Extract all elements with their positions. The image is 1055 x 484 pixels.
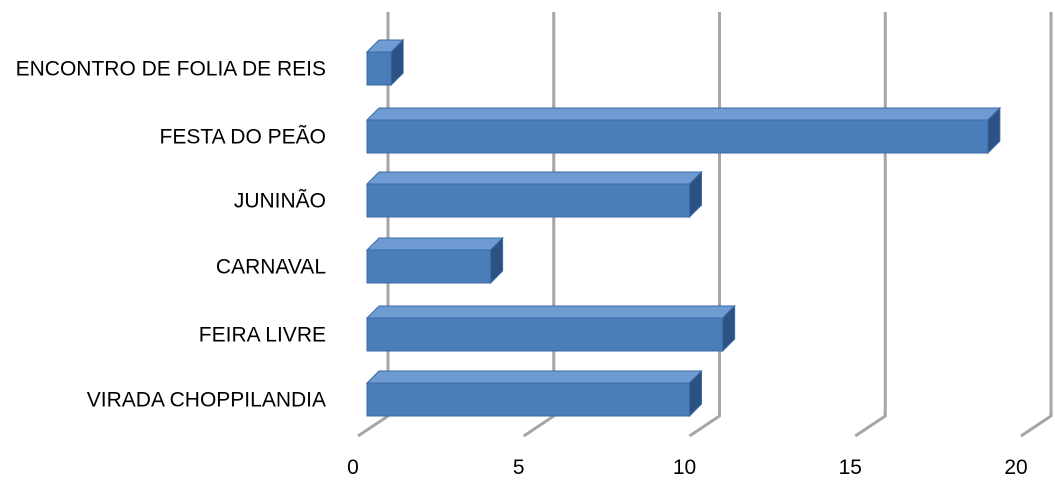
x-tick-label: 5	[513, 456, 525, 479]
x-tick-label: 20	[1004, 456, 1027, 479]
category-label: FESTA DO PEÃO	[160, 125, 326, 149]
category-label: VIRADA CHOPPILANDIA	[87, 389, 326, 412]
category-labels: ENCONTRO DE FOLIA DE REIS FESTA DO PEÃO JU…	[16, 58, 326, 412]
bar-3	[365, 236, 504, 285]
bar-1	[365, 106, 1002, 155]
category-label: ENCONTRO DE FOLIA DE REIS	[16, 58, 326, 81]
gridline-15	[854, 12, 887, 438]
x-tick-label: 10	[673, 456, 696, 479]
x-tick-labels: 0 5 10 15 20	[347, 456, 1028, 479]
x-tick-label: 0	[347, 456, 359, 479]
bar-5	[365, 369, 703, 418]
bar-0	[365, 38, 405, 87]
bars	[365, 38, 1002, 418]
gridline-20	[1020, 12, 1053, 438]
category-label: CARNAVAL	[216, 256, 326, 279]
x-tick-label: 15	[839, 456, 862, 479]
bar-4	[365, 304, 736, 353]
category-label: FEIRA LIVRE	[199, 324, 326, 347]
bar-2	[365, 170, 703, 219]
category-label: JUNINÃO	[234, 189, 326, 213]
